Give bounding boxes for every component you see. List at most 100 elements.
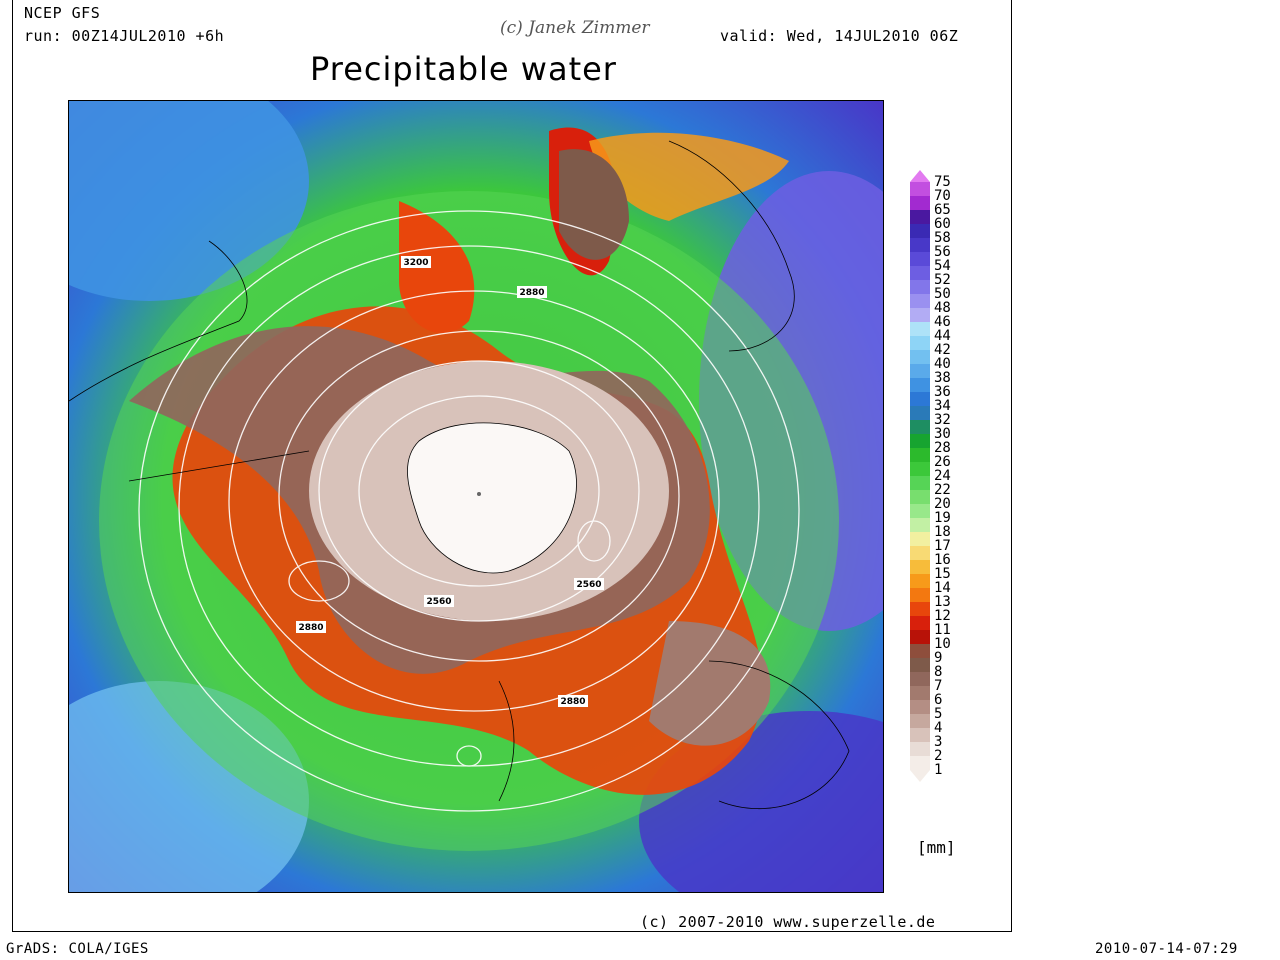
legend-swatch [910, 672, 930, 686]
legend-label: 11 [934, 622, 951, 638]
legend-swatch [910, 490, 930, 504]
legend-swatch [910, 308, 930, 322]
legend-label: 30 [934, 426, 951, 442]
legend-label: 36 [934, 384, 951, 400]
legend-label: 3 [934, 734, 943, 750]
legend-label: 28 [934, 440, 951, 456]
legend-swatch [910, 196, 930, 210]
legend-swatch [910, 462, 930, 476]
legend-label: 5 [934, 706, 943, 722]
legend-swatch [910, 280, 930, 294]
legend-swatch [910, 644, 930, 658]
legend-swatch [910, 434, 930, 448]
legend-swatch [910, 224, 930, 238]
legend-label: 70 [934, 188, 951, 204]
legend-swatch [910, 588, 930, 602]
model-label: NCEP GFS [24, 4, 101, 22]
run-label: run: 00Z14JUL2010 +6h [24, 27, 225, 45]
legend-swatch [910, 420, 930, 434]
legend-swatch [910, 518, 930, 532]
legend-label: 60 [934, 216, 951, 232]
legend-label: 26 [934, 454, 951, 470]
legend-swatch [910, 560, 930, 574]
coastlines [69, 140, 850, 809]
antarctica-landmass [407, 422, 577, 574]
legend-label: 75 [934, 174, 951, 190]
contour-label: 2560 [426, 597, 451, 607]
legend-swatch [910, 602, 930, 616]
legend-swatch [910, 210, 930, 224]
legend-label: 4 [934, 720, 943, 736]
legend-label: 38 [934, 370, 951, 386]
legend-swatch [910, 756, 930, 770]
legend-swatch [910, 700, 930, 714]
legend-label: 2 [934, 748, 943, 764]
precipitable-water-map: 3200 2880 2560 2560 2880 2880 [68, 100, 884, 893]
legend-label: 19 [934, 510, 951, 526]
render-timestamp: 2010-07-14-07:29 [1095, 941, 1238, 957]
dry-region [649, 621, 771, 746]
legend-swatch [910, 504, 930, 518]
legend-swatch [910, 742, 930, 756]
legend-label: 15 [934, 566, 951, 582]
legend-label: 24 [934, 468, 951, 484]
legend-swatch [910, 630, 930, 644]
legend-swatch [910, 532, 930, 546]
legend-swatch [910, 616, 930, 630]
legend-label: 22 [934, 482, 951, 498]
legend-min-arrow [910, 770, 930, 782]
legend-label: 18 [934, 524, 951, 540]
legend-label: 32 [934, 412, 951, 428]
legend-swatch [910, 714, 930, 728]
legend-label: 54 [934, 258, 951, 274]
legend-swatch [910, 266, 930, 280]
legend-unit: [mm] [917, 838, 956, 857]
valid-time-label: valid: Wed, 14JUL2010 06Z [720, 27, 959, 45]
map-title: Precipitable water [310, 50, 617, 88]
legend-label: 1 [934, 762, 943, 778]
legend-label: 48 [934, 300, 951, 316]
contour-label: 2880 [519, 288, 544, 298]
legend-swatch [910, 406, 930, 420]
legend-label: 9 [934, 650, 943, 666]
legend-label: 34 [934, 398, 951, 414]
dry-region [559, 149, 629, 260]
legend-swatch [910, 182, 930, 196]
legend-label: 52 [934, 272, 951, 288]
legend-label: 10 [934, 636, 951, 652]
contour-label: 3200 [403, 258, 428, 268]
legend-swatch [910, 546, 930, 560]
contour-label: 2880 [560, 697, 585, 707]
legend-label: 56 [934, 244, 951, 260]
legend-label: 40 [934, 356, 951, 372]
legend-swatch [910, 350, 930, 364]
legend-label: 65 [934, 202, 951, 218]
legend-label: 46 [934, 314, 951, 330]
copyright-footer: (c) 2007-2010 www.superzelle.de [640, 913, 936, 931]
legend-label: 6 [934, 692, 943, 708]
legend-swatch [910, 378, 930, 392]
legend-label: 8 [934, 664, 943, 680]
legend-label: 7 [934, 678, 943, 694]
legend-label: 13 [934, 594, 951, 610]
legend-swatch [910, 364, 930, 378]
legend-swatch [910, 476, 930, 490]
legend-swatch [910, 336, 930, 350]
plot-frame [12, 0, 1012, 932]
legend-label: 44 [934, 328, 951, 344]
legend-max-arrow [910, 170, 930, 182]
author-credit: (c) Janek Zimmer [500, 18, 650, 38]
legend-label: 12 [934, 608, 951, 624]
legend-swatch [910, 392, 930, 406]
legend-swatch [910, 686, 930, 700]
legend-label: 20 [934, 496, 951, 512]
legend-swatch [910, 238, 930, 252]
moist-band [399, 201, 475, 334]
legend-label: 58 [934, 230, 951, 246]
legend-swatch [910, 574, 930, 588]
legend-label: 50 [934, 286, 951, 302]
legend-label: 16 [934, 552, 951, 568]
legend-swatch [910, 448, 930, 462]
legend-swatch [910, 252, 930, 266]
map-canvas: 3200 2880 2560 2560 2880 2880 [69, 101, 883, 892]
